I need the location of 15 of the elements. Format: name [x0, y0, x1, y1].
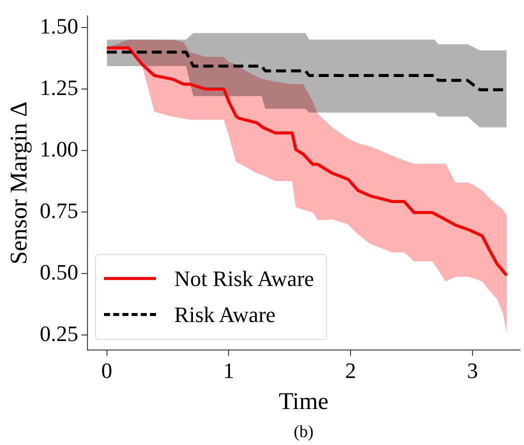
- x-tick-label: 2: [345, 358, 356, 383]
- x-tick-label: 3: [466, 358, 478, 383]
- x-axis-title: Time: [278, 388, 329, 415]
- text: (b): [294, 422, 314, 441]
- y-tick-label: 0.50: [40, 259, 78, 284]
- y-tick-label: 0.75: [40, 198, 78, 223]
- legend-label: Risk Aware: [174, 302, 276, 328]
- x-tick-label: 1: [223, 358, 234, 383]
- y-axis-title: Sensor Margin Δ: [6, 102, 33, 264]
- legend-label: Not Risk Aware: [174, 266, 314, 292]
- x-tick-label: 0: [101, 358, 112, 383]
- y-tick-label: 1.00: [40, 136, 78, 162]
- y-tick-label: 1.25: [40, 74, 78, 100]
- y-tick-label: 0.25: [40, 320, 78, 346]
- y-tick-label: 1.50: [40, 13, 78, 38]
